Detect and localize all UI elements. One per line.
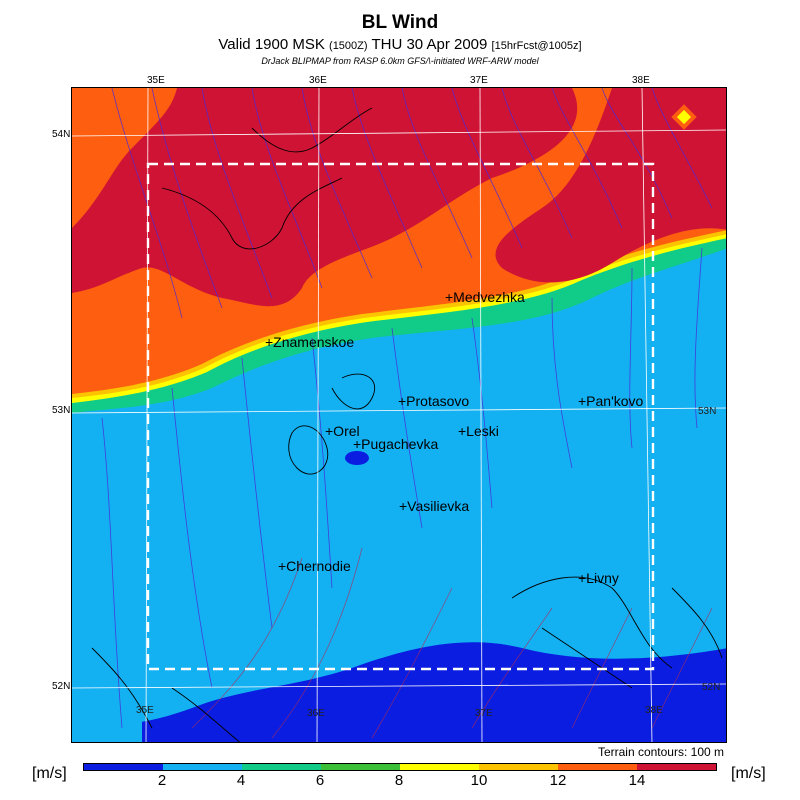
legend-swatch-12	[558, 764, 598, 770]
streamlines-low	[191, 547, 713, 739]
band-14-plus	[72, 88, 726, 307]
place-label: +Leski	[458, 423, 499, 439]
legend-swatch-4	[242, 764, 282, 770]
valid-date: THU 30 Apr 2009	[371, 36, 488, 53]
legend-tick: 4	[236, 772, 246, 789]
model-credit: DrJack BLIPMAP from RASP 6.0km GFS/\-ini…	[261, 56, 539, 66]
legend-tick: 2	[157, 772, 167, 789]
band-2-4	[605, 429, 649, 457]
lon-label-top: 35E	[147, 75, 165, 86]
legend-swatch-8	[400, 764, 440, 770]
legend-swatch-7	[360, 764, 400, 770]
terrain-contours	[91, 107, 723, 742]
forecast-run: [15hrFcst@1005z]	[491, 40, 582, 52]
place-label: +Medvezhka	[445, 289, 525, 305]
place-label: +Vasilievka	[399, 498, 470, 514]
place-label: +Znamenskoe	[265, 334, 355, 350]
legend-tick: 6	[315, 772, 325, 789]
legend-swatch-14	[637, 764, 677, 770]
legend-swatch-1	[123, 764, 163, 770]
place-label: +Chernodie	[278, 558, 351, 574]
legend-swatch-9	[439, 764, 479, 770]
wind-map-graphic	[72, 88, 726, 742]
wind-map: 35E 36E 37E 38E 53N 52N +Medvezhka +Znam…	[71, 87, 727, 743]
legend-tick: 10	[470, 772, 488, 789]
legend-swatch-3	[202, 764, 242, 770]
band-2-4	[72, 702, 142, 742]
place-label: +Pan'kovo	[578, 393, 644, 409]
legend-swatch-0	[84, 764, 124, 770]
lon-label-bottom: 35E	[136, 705, 154, 716]
lat-label-left: 53N	[52, 405, 71, 416]
legend-tick: 12	[549, 772, 567, 789]
hotspot-core	[676, 109, 692, 125]
place-label: +Livny	[578, 570, 619, 586]
lon-label-bottom: 37E	[475, 708, 493, 719]
lon-label-top: 36E	[309, 75, 327, 86]
lon-label-bottom: 36E	[307, 708, 325, 719]
lat-label-left: 52N	[52, 681, 71, 692]
lat-label-right: 53N	[698, 406, 717, 417]
valid-time: Valid 1900 MSK	[218, 36, 325, 53]
place-label: +Pugachevka	[353, 436, 439, 452]
streamlines	[101, 88, 713, 729]
color-legend	[83, 763, 717, 771]
legend-swatch-2	[163, 764, 203, 770]
map-title: BL Wind	[361, 12, 439, 33]
lon-label-top: 37E	[470, 75, 488, 86]
band-0-2	[345, 451, 369, 465]
legend-tick: 14	[628, 772, 646, 789]
unit-label-right: [m/s]	[731, 765, 766, 782]
place-label: +Protasovo	[398, 393, 470, 409]
lon-label-bottom: 38E	[645, 705, 663, 716]
legend-swatch-11	[518, 764, 558, 770]
place-label: +Orel	[325, 423, 360, 439]
unit-label-left: [m/s]	[32, 765, 67, 782]
legend-tick: 8	[394, 772, 404, 789]
map-subtitle: Valid 1900 MSK (1500Z) THU 30 Apr 2009 […	[0, 36, 800, 53]
legend-swatch-15	[676, 764, 716, 770]
legend-swatch-10	[479, 764, 519, 770]
analysis-box	[146, 162, 655, 671]
lat-label-left: 54N	[52, 129, 71, 140]
legend-swatch-6	[321, 764, 361, 770]
lon-label-top: 38E	[632, 75, 650, 86]
legend-swatch-5	[281, 764, 321, 770]
utc-time: (1500Z)	[329, 40, 368, 52]
legend-swatch-13	[597, 764, 637, 770]
lat-label-right: 52N	[702, 682, 721, 693]
terrain-note: Terrain contours: 100 m	[597, 745, 724, 759]
